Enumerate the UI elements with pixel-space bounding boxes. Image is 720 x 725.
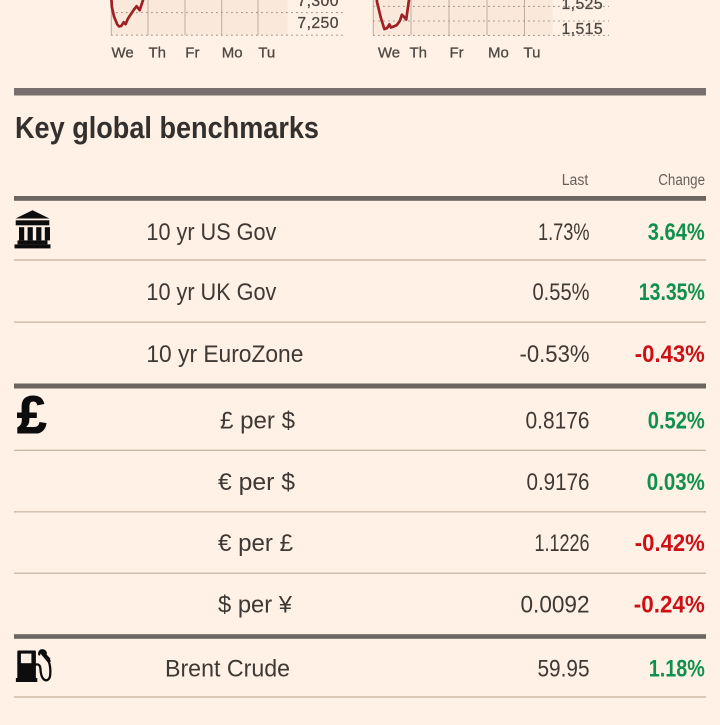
svg-text:Last: Last — [562, 172, 589, 189]
svg-text:10 yr EuroZone: 10 yr EuroZone — [146, 341, 303, 368]
svg-text:Fr: Fr — [185, 45, 199, 62]
svg-text:€ per $: € per $ — [218, 469, 295, 496]
svg-text:Key global benchmarks: Key global benchmarks — [15, 110, 319, 145]
svg-text:Mo: Mo — [488, 45, 509, 62]
svg-text:1.1226: 1.1226 — [535, 530, 590, 557]
svg-text:-0.43%: -0.43% — [635, 341, 705, 368]
svg-text:1.73%: 1.73% — [538, 219, 590, 246]
svg-text:€ per £: € per £ — [218, 530, 293, 557]
svg-text:1,515: 1,515 — [562, 21, 604, 38]
svg-text:Tu: Tu — [258, 45, 275, 62]
svg-text:Change: Change — [658, 172, 705, 189]
svg-text:Brent Crude: Brent Crude — [165, 656, 290, 683]
svg-text:-0.24%: -0.24% — [634, 592, 705, 619]
svg-text:0.52%: 0.52% — [648, 407, 705, 434]
svg-text:1,525: 1,525 — [562, 0, 604, 13]
svg-text:3.64%: 3.64% — [648, 219, 705, 246]
svg-text:$ per ¥: $ per ¥ — [218, 592, 293, 619]
svg-text:Mo: Mo — [222, 45, 243, 62]
svg-text:Tu: Tu — [524, 45, 541, 62]
svg-text:13.35%: 13.35% — [639, 279, 705, 306]
svg-text:-0.42%: -0.42% — [635, 530, 705, 557]
svg-text:10 yr US Gov: 10 yr US Gov — [146, 219, 276, 246]
svg-text:Th: Th — [410, 45, 428, 62]
svg-text:We: We — [112, 45, 134, 62]
svg-text:Fr: Fr — [450, 45, 464, 62]
svg-text:0.55%: 0.55% — [533, 279, 590, 306]
svg-text:0.8176: 0.8176 — [526, 407, 590, 434]
svg-text:-0.53%: -0.53% — [520, 341, 590, 368]
svg-text:59.95: 59.95 — [538, 656, 590, 683]
svg-text:Th: Th — [149, 45, 167, 62]
svg-text:7,250: 7,250 — [297, 15, 339, 32]
svg-text:£: £ — [17, 386, 46, 445]
svg-text:7,300: 7,300 — [297, 0, 339, 10]
svg-text:£ per $: £ per $ — [220, 407, 295, 434]
svg-text:0.9176: 0.9176 — [527, 469, 590, 496]
svg-text:0.03%: 0.03% — [647, 469, 705, 496]
svg-text:We: We — [378, 45, 400, 62]
svg-text:10 yr UK Gov: 10 yr UK Gov — [146, 279, 276, 306]
svg-text:0.0092: 0.0092 — [521, 592, 590, 619]
svg-text:1.18%: 1.18% — [649, 656, 705, 683]
